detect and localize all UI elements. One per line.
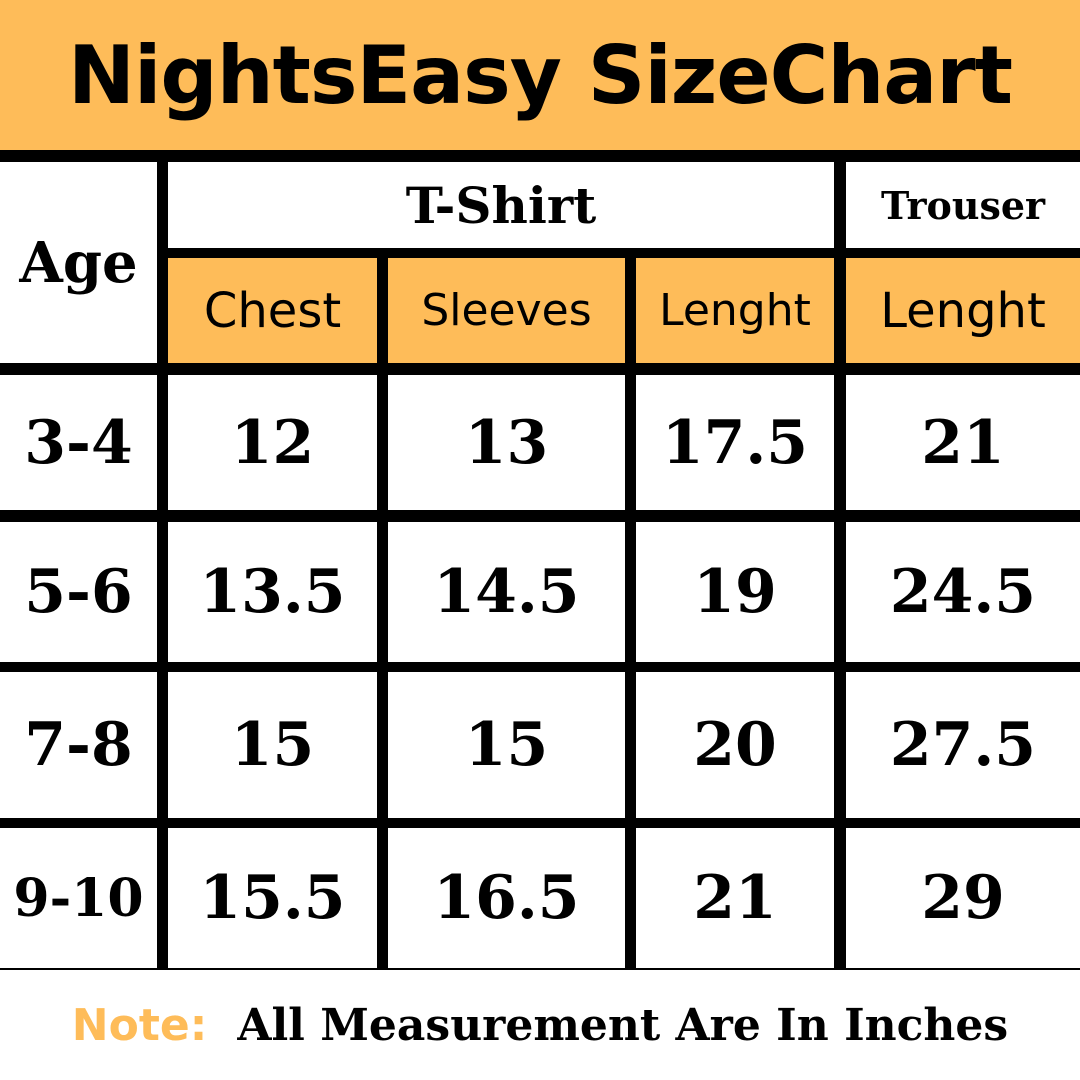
measurement-cell: 27.5	[846, 672, 1080, 818]
measurement-cell: 13	[388, 375, 625, 510]
measurement-cell: 15	[388, 672, 625, 818]
column-header-tshirt-length: Lenght	[636, 258, 834, 363]
measurement-cell: 29	[846, 828, 1080, 968]
measurement-cell: 15.5	[168, 828, 377, 968]
measurement-cell: 17.5	[636, 375, 834, 510]
measurement-cell: 19	[636, 522, 834, 662]
trouser-group-header: Trouser	[846, 162, 1080, 248]
measurement-cell: 13.5	[168, 522, 377, 662]
title-bar: NightsEasy SizeChart	[0, 0, 1080, 150]
column-header-chest: Chest	[168, 258, 377, 363]
page-title: NightsEasy SizeChart	[68, 28, 1013, 122]
measurement-cell: 21	[636, 828, 834, 968]
measurement-cell: 16.5	[388, 828, 625, 968]
footer-note: Note: All Measurement Are In Inches	[0, 970, 1080, 1080]
measurement-cell: 24.5	[846, 522, 1080, 662]
measurement-cell: 12	[168, 375, 377, 510]
measurement-cell: 21	[846, 375, 1080, 510]
tshirt-group-header: T-Shirt	[168, 162, 834, 248]
age-cell: 5-6	[0, 522, 157, 662]
measurement-cell: 20	[636, 672, 834, 818]
measurement-cell: 15	[168, 672, 377, 818]
column-header-sleeves: Sleeves	[388, 258, 625, 363]
note-label: Note:	[71, 999, 208, 1051]
size-chart-table: Age T-Shirt Trouser Chest Sleeves Lenght…	[0, 150, 1080, 970]
column-header-trouser-length: Lenght	[846, 258, 1080, 363]
age-cell: 9-10	[0, 828, 157, 968]
age-cell: 7-8	[0, 672, 157, 818]
note-text: All Measurement Are In Inches	[237, 999, 1009, 1051]
measurement-cell: 14.5	[388, 522, 625, 662]
age-header: Age	[0, 162, 157, 363]
age-cell: 3-4	[0, 375, 157, 510]
